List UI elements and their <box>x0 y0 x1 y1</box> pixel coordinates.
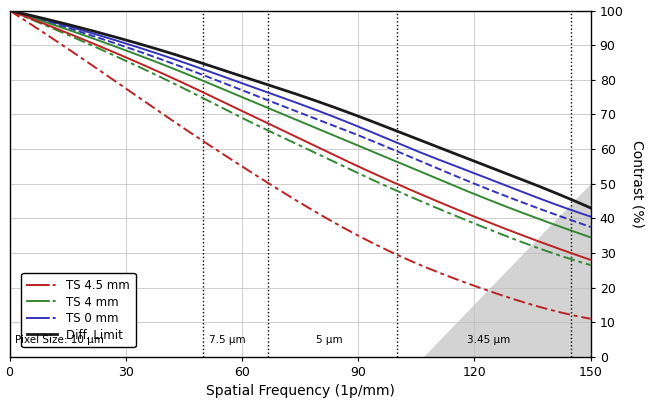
Text: Pixel Size: 10 μm: Pixel Size: 10 μm <box>16 335 104 345</box>
Polygon shape <box>424 184 591 357</box>
Text: 5 μm: 5 μm <box>316 335 343 345</box>
Legend: TS 4.5 mm, TS 4 mm, TS 0 mm, Diff. Limit: TS 4.5 mm, TS 4 mm, TS 0 mm, Diff. Limit <box>21 273 136 347</box>
X-axis label: Spatial Frequency (1p/mm): Spatial Frequency (1p/mm) <box>205 385 395 398</box>
Text: 3.45 μm: 3.45 μm <box>467 335 510 345</box>
Text: 7.5 μm: 7.5 μm <box>209 335 246 345</box>
Y-axis label: Contrast (%): Contrast (%) <box>630 140 644 227</box>
